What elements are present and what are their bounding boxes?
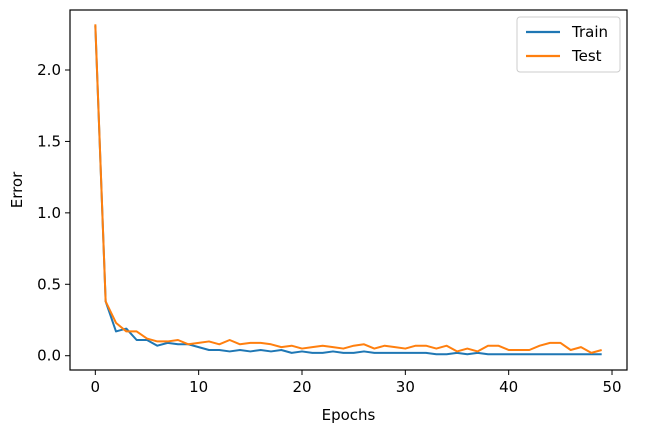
- x-tick-label: 10: [189, 378, 208, 396]
- legend: Train Test: [516, 16, 621, 73]
- x-tick-label: 30: [396, 378, 415, 396]
- y-tick-label: 2.0: [37, 61, 61, 79]
- x-tick-label: 40: [499, 378, 518, 396]
- legend-train-label: Train: [571, 23, 608, 41]
- y-tick-label: 1.0: [37, 204, 61, 222]
- y-axis-title: Error: [8, 171, 26, 208]
- x-tick-label: 0: [91, 378, 101, 396]
- series-layer: [94, 24, 602, 356]
- y-tick-label: 1.5: [37, 132, 61, 150]
- y-tick-label: 0.5: [37, 275, 61, 293]
- axes-layer: 0 10 20 30 40 50 0.0 0.5 1.0 1.5 2.0: [37, 61, 621, 396]
- legend-test-label: Test: [571, 47, 602, 65]
- series-line-train: [94, 25, 602, 356]
- x-tick-label: 50: [602, 378, 621, 396]
- series-line-test: [94, 24, 602, 354]
- y-tick-label: 0.0: [37, 347, 61, 365]
- plot-frame: [69, 9, 628, 371]
- x-axis-title: Epochs: [322, 406, 376, 424]
- legend-box: [516, 16, 621, 73]
- x-tick-label: 20: [292, 378, 311, 396]
